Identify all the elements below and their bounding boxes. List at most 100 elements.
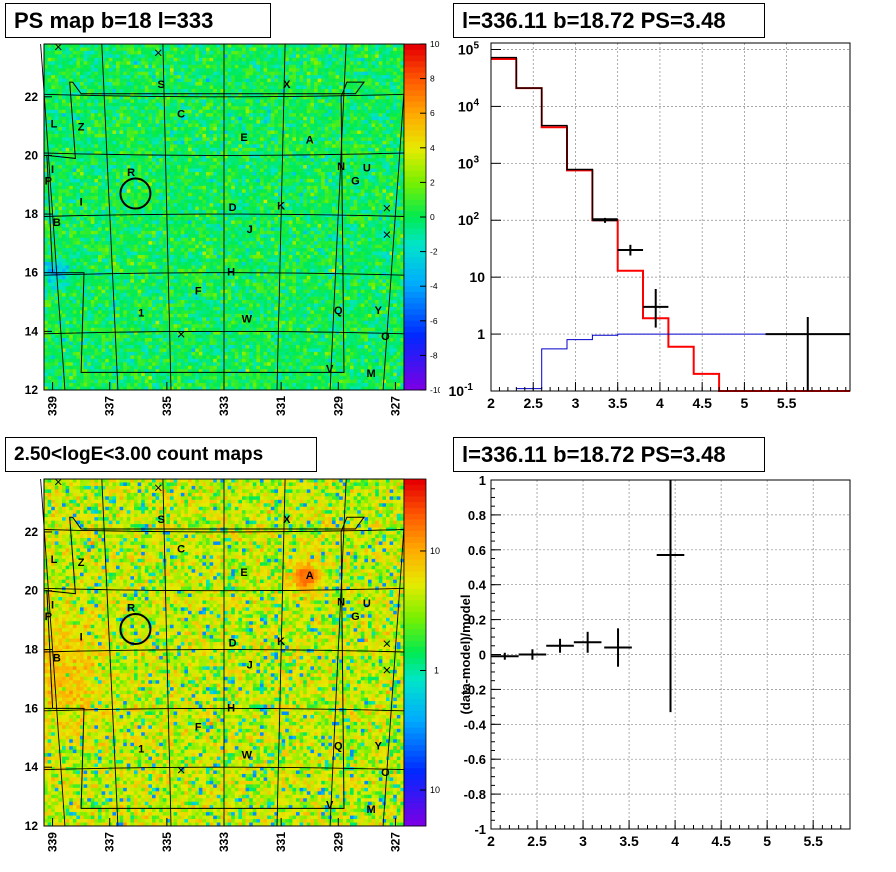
colorbar-tick-label: 6 <box>430 108 435 118</box>
roi-outline <box>46 516 365 809</box>
y-tick-label: 0.8 <box>468 508 486 523</box>
x-tick-label: 4 <box>671 833 679 849</box>
y-tick-label: 18 <box>25 207 39 221</box>
x-tick-label: 2 <box>487 833 495 849</box>
colorbar-frame <box>403 478 427 827</box>
colorbar-tick-label: -8 <box>430 350 438 360</box>
source-label: F <box>195 286 202 298</box>
y-axis-label: (data-model)/model <box>458 595 473 715</box>
source-label: Z <box>78 122 85 134</box>
source-label: Q <box>334 741 343 753</box>
y-tick-label: 102 <box>458 211 480 228</box>
y-tick-label: 16 <box>25 266 39 280</box>
colorbar-tick-label: -2 <box>430 247 438 257</box>
longitude-line <box>382 478 408 827</box>
y-tick-label: 16 <box>25 701 39 715</box>
source-label: J <box>247 660 253 672</box>
y-tick-label: -1 <box>474 822 486 837</box>
source-label: V <box>326 799 334 811</box>
source-label: E <box>240 132 247 144</box>
source-label: H <box>227 267 235 279</box>
y-tick-label: 20 <box>25 148 39 162</box>
y-tick-exponent: 3 <box>473 154 479 165</box>
x-tick-label: 329 <box>331 832 345 852</box>
longitude-line <box>276 478 286 827</box>
colorbar-tick-label: -6 <box>430 316 438 326</box>
source-label: P <box>45 611 52 623</box>
source-label: S <box>157 514 164 526</box>
x-tick-label: 4.5 <box>692 395 712 411</box>
source-label: N <box>337 596 345 608</box>
longitude-line <box>329 43 347 391</box>
y-tick-label: 12 <box>25 819 39 833</box>
source-label: I <box>80 196 83 208</box>
coordinate-grid <box>40 478 408 827</box>
colorbar-tick-label: -10 <box>430 385 440 395</box>
series-model-step <box>491 58 850 392</box>
y-tick-label: 22 <box>25 90 39 104</box>
x-tick-label: 335 <box>160 832 174 852</box>
x-tick-label: 327 <box>388 396 402 416</box>
longitude-line <box>162 478 172 827</box>
x-tick-label: 2.5 <box>527 833 547 849</box>
y-tick-label: 18 <box>25 643 39 657</box>
count-map-panel: S X C L Z E A N U I G P R I D K B J H F 1 W Q Y O V M 12 14 16 18 20 22 3… <box>25 478 440 852</box>
source-label: M <box>367 804 376 816</box>
y-tick-label: -0.4 <box>464 717 487 732</box>
colorbar-tick-label: 10 <box>430 546 440 556</box>
spectrum-title: l=336.11 b=18.72 PS=3.48 <box>453 3 765 38</box>
y-tick-exponent: 2 <box>473 211 479 222</box>
source-label: A <box>306 570 314 582</box>
colorbar-tick-label: 1 <box>434 665 439 675</box>
grid <box>490 43 850 392</box>
ps-map-title: PS map b=18 l=333 <box>5 3 271 38</box>
colorbar-tick-label: 0 <box>430 212 435 222</box>
source-label: U <box>363 163 371 175</box>
source-label: L <box>51 554 58 566</box>
y-tick-label: 14 <box>25 760 39 774</box>
y-tick-label: 103 <box>458 154 480 171</box>
y-tick-label: 104 <box>458 97 480 114</box>
source-marker <box>154 484 162 492</box>
x-tick-label: 5 <box>763 833 771 849</box>
source-marker <box>383 204 391 212</box>
source-marker <box>154 49 162 57</box>
x-tick-label: 5.5 <box>803 833 823 849</box>
source-marker <box>383 666 391 674</box>
source-label: R <box>127 167 135 179</box>
source-marker <box>177 766 185 774</box>
source-label: D <box>229 202 237 214</box>
longitude-line <box>276 43 286 391</box>
y-tick-label: -0.8 <box>464 787 486 802</box>
source-label: O <box>381 331 390 343</box>
y-tick-label: 22 <box>25 525 39 539</box>
source-marker <box>54 478 62 486</box>
source-label: C <box>177 544 185 556</box>
colorbar-tick-label: -4 <box>430 281 438 291</box>
longitude-line <box>101 478 119 827</box>
marked-source-circle <box>119 612 152 645</box>
colorbar-tick-label: 2 <box>430 177 435 187</box>
y-tick-label: 1 <box>477 326 485 342</box>
source-label: Z <box>78 557 85 569</box>
source-marker <box>177 330 185 338</box>
source-label: X <box>283 514 291 526</box>
x-tick-label: 335 <box>160 396 174 416</box>
x-tick-label: 331 <box>274 396 288 416</box>
source-label: I <box>51 599 54 611</box>
source-label: P <box>45 176 52 188</box>
longitude-line <box>382 43 408 391</box>
longitude-line <box>162 43 172 391</box>
source-label: G <box>351 176 360 188</box>
source-label: 1 <box>138 308 144 320</box>
y-tick-label: -0.2 <box>464 682 486 697</box>
source-label: Q <box>334 305 343 317</box>
x-tick-label: 339 <box>46 396 60 416</box>
source-label: A <box>306 135 314 147</box>
source-label: O <box>381 767 390 779</box>
source-label: D <box>229 638 237 650</box>
x-tick-label: 5.5 <box>777 395 797 411</box>
source-label: L <box>51 119 58 131</box>
y-tick-label: 10-1 <box>449 382 474 399</box>
x-tick-label: 337 <box>103 396 117 416</box>
